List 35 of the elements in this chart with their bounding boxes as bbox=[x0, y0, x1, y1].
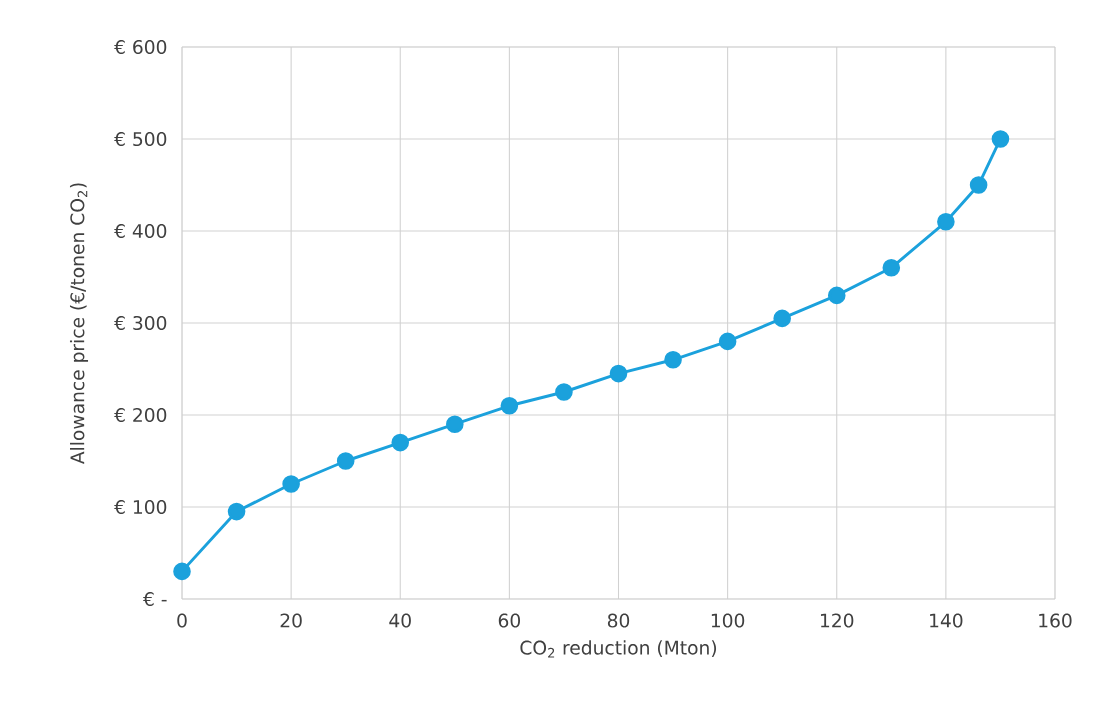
point bbox=[882, 258, 901, 277]
x-axis-title: CO$_{2}$ reduction (Mton) bbox=[520, 640, 717, 658]
point bbox=[773, 309, 791, 328]
point bbox=[282, 475, 300, 493]
point bbox=[555, 383, 573, 401]
x-tick-label: 100 bbox=[711, 613, 745, 628]
point bbox=[991, 130, 1010, 148]
x-tick-label: 80 bbox=[607, 613, 630, 628]
y-tick-label: € 300 bbox=[114, 315, 167, 331]
y-tick-label: € - bbox=[142, 591, 167, 607]
point bbox=[609, 364, 628, 383]
y-axis-title: Allowance price (€/tonen CO$_{2}$) bbox=[69, 183, 89, 465]
x-tick-label: 140 bbox=[930, 613, 963, 628]
point bbox=[336, 452, 355, 470]
x-tick-label: 20 bbox=[280, 613, 302, 628]
point bbox=[446, 415, 464, 433]
x-tick-label: 120 bbox=[820, 613, 854, 628]
point bbox=[173, 562, 191, 581]
point bbox=[969, 176, 988, 194]
y-tick-label: € 600 bbox=[114, 39, 167, 55]
x-tick-label: 40 bbox=[389, 613, 411, 628]
point bbox=[391, 433, 410, 452]
point bbox=[827, 286, 846, 305]
y-tick-label: € 400 bbox=[114, 223, 167, 239]
point bbox=[227, 502, 246, 521]
x-tick-label: 60 bbox=[498, 613, 521, 628]
point bbox=[500, 396, 519, 415]
y-tick-label: € 200 bbox=[114, 407, 167, 423]
point bbox=[937, 212, 955, 231]
y-tick-label: € 100 bbox=[114, 499, 167, 515]
x-tick-label: 0 bbox=[177, 613, 187, 628]
point bbox=[664, 350, 682, 369]
y-tick-label: € 500 bbox=[114, 131, 167, 147]
x-tick-label: 160 bbox=[1039, 613, 1072, 628]
point bbox=[718, 332, 737, 351]
